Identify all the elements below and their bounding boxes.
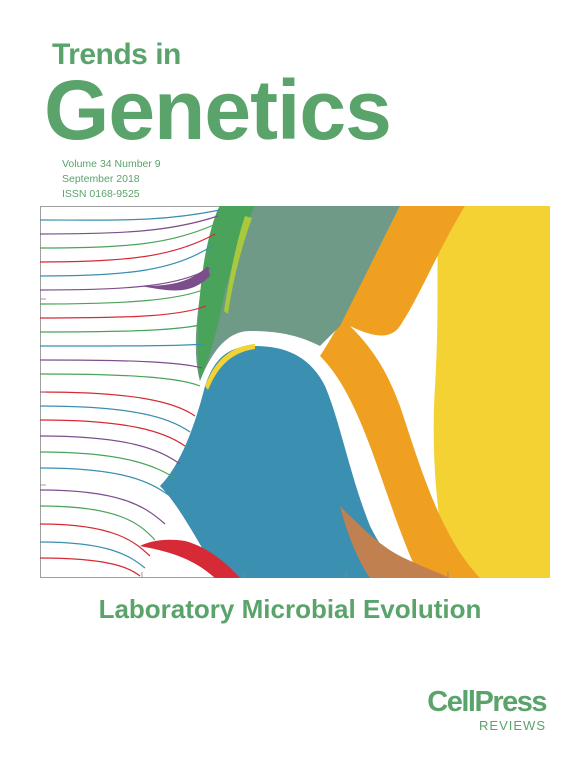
publisher-sub: REVIEWS [479, 718, 546, 733]
cover-artwork [40, 206, 550, 578]
lineage-purple [140, 266, 210, 291]
ancestral-lines [40, 209, 221, 577]
lineage-green-gray [195, 206, 400, 381]
lineage-red [140, 539, 240, 578]
cover-title: Laboratory Microbial Evolution [98, 594, 482, 624]
issue-date: September 2018 [62, 173, 140, 185]
publisher-logo: CellPress REVIEWS [427, 686, 547, 734]
lineage-lime [224, 216, 252, 314]
lineage-yellow-highlight [205, 344, 255, 390]
lineage-brown [340, 506, 450, 578]
journal-name-line2: Genetics [44, 63, 392, 157]
issue-issn: ISSN 0168-9525 [62, 188, 140, 200]
issue-info: Volume 34 Number 9 September 2018 ISSN 0… [62, 157, 161, 202]
axis-ticks [40, 298, 449, 578]
lineage-green [197, 206, 255, 381]
publisher-name: CellPress [427, 686, 547, 718]
lineage-orange [320, 206, 480, 578]
issue-volume: Volume 34 Number 9 [62, 158, 161, 170]
journal-name-line1: Trends in [52, 38, 181, 71]
lineage-yellow [433, 206, 550, 578]
